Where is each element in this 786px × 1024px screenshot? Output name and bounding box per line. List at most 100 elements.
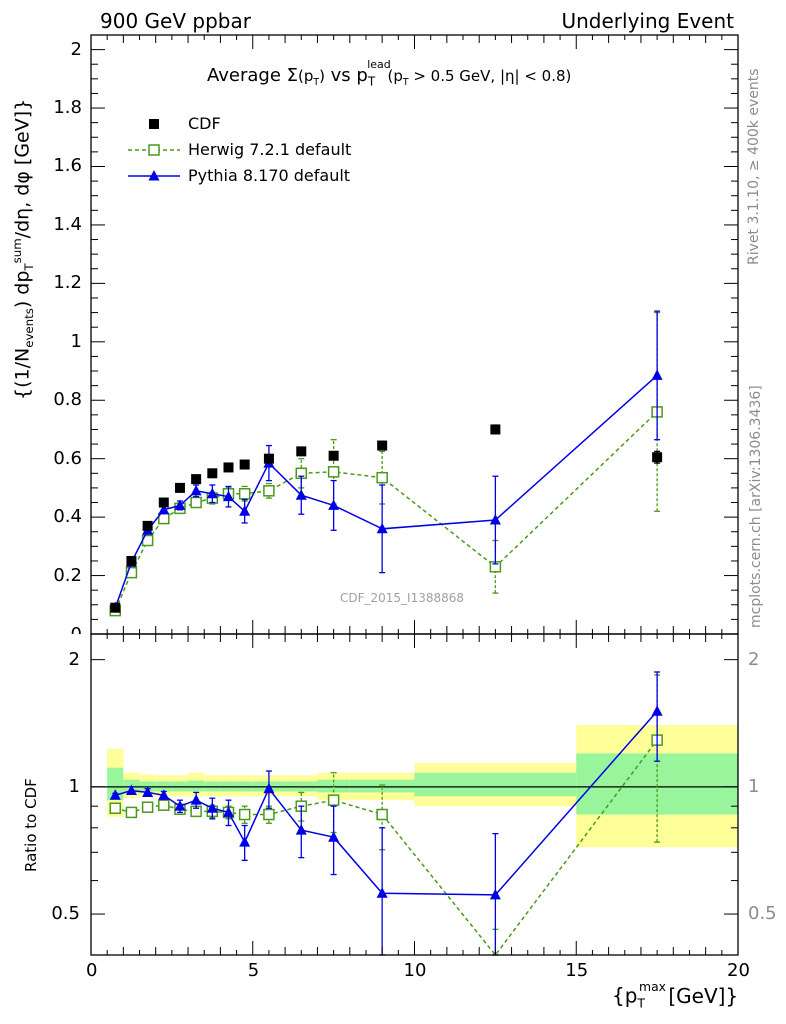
main-series-1-point xyxy=(327,466,340,478)
ratio-y-tick-label: 0.5 xyxy=(51,903,80,925)
x-tick-label: 20 xyxy=(727,960,750,981)
ratio-y-tick-label: 1 xyxy=(68,775,80,797)
ratio-bands-layer xyxy=(91,725,738,848)
main-series-0-point xyxy=(223,462,234,473)
ratio-band-inner xyxy=(107,767,124,801)
ratio-series-1-point xyxy=(376,887,388,898)
main-series-layer xyxy=(109,310,663,617)
ratio-series-1-point xyxy=(651,705,663,716)
legend-marker-herwig xyxy=(148,144,160,156)
ratio-series-0-point xyxy=(327,794,340,806)
main-series-1-point xyxy=(238,487,251,500)
x-tick-label: 15 xyxy=(565,960,589,981)
header-left-title: 900 GeV ppbar xyxy=(100,9,251,33)
main-y-tick-label: 1.4 xyxy=(53,213,82,235)
main-series-2-point xyxy=(651,369,663,380)
main-y-tick-label: 0.8 xyxy=(53,389,82,411)
main-series-0-point xyxy=(207,468,218,479)
legend-marker-pythia xyxy=(148,170,160,181)
main-y-tick-label: 2 xyxy=(70,38,82,60)
ratio-series-0-point xyxy=(125,806,138,819)
x-axis-label: {pTmax [GeV]} xyxy=(612,979,739,1011)
ratio-y-tick-label: 2 xyxy=(68,648,80,670)
ratio-series-1-point xyxy=(206,802,218,813)
ratio-series-1-point xyxy=(109,789,121,800)
main-series-1-point xyxy=(190,496,202,509)
analysis-watermark: CDF_2015_I1388868 xyxy=(340,591,465,605)
main-series-2-point xyxy=(295,489,307,500)
ratio-series-0-point xyxy=(376,808,388,821)
main-y-axis-label: {(1/Nevents) dpTsum/dη, dφ [GeV]} xyxy=(10,98,37,400)
main-series-0-point xyxy=(239,459,250,470)
main-y-tick-label: 0.6 xyxy=(53,447,82,469)
main-series-0-point xyxy=(174,482,185,493)
main-series-2-point xyxy=(174,499,186,510)
main-series-1-line xyxy=(114,411,658,611)
x-tick-label: 0 xyxy=(86,960,98,981)
ratio-series-1-point xyxy=(328,831,340,842)
ratio-series-1-point xyxy=(489,888,501,900)
main-series-2-point xyxy=(239,505,251,516)
ratio-series-1-point xyxy=(263,782,275,794)
main-series-0-point xyxy=(158,497,169,508)
main-y-tick-label: 0.4 xyxy=(53,506,82,528)
main-series-2-point xyxy=(158,503,170,515)
ratio-series-1-point xyxy=(174,800,186,811)
main-series-0-point xyxy=(296,446,307,457)
main-y-tick-label: 0.2 xyxy=(53,564,82,586)
ratio-series-1-point xyxy=(239,836,251,847)
ratio-series-0-point xyxy=(141,801,154,813)
main-series-2-point xyxy=(489,514,501,525)
plot-title: Average Σ(pT) vs pTlead (pT > 0.5 GeV, |… xyxy=(207,58,572,89)
legend-marker-cdf xyxy=(149,119,159,129)
main-series-2-point xyxy=(376,522,388,534)
ratio-y-tick-label-right: 0.5 xyxy=(748,903,777,925)
main-series-1-point xyxy=(376,471,388,484)
ratio-series-0-point xyxy=(238,808,251,821)
main-series-0-point xyxy=(126,555,137,566)
legend-label-cdf: CDF xyxy=(188,114,221,133)
ratio-panel-layer xyxy=(109,671,663,957)
main-series-0-point xyxy=(377,440,388,451)
x-tick-label: 10 xyxy=(403,960,427,981)
mcplots-reference: mcplots.cern.ch [arXiv:1306.3436] xyxy=(748,385,764,628)
ratio-series-1-point xyxy=(125,784,137,796)
rivet-version: Rivet 3.1.10, ≥ 400k events xyxy=(746,68,762,265)
main-series-1-point xyxy=(263,485,275,497)
ratio-band-inner xyxy=(414,772,577,797)
ratio-y-axis-label: Ratio to CDF xyxy=(22,778,40,872)
x-tick-label: 5 xyxy=(247,960,260,981)
ratio-series-1-point xyxy=(158,789,170,800)
ratio-series-1-point xyxy=(295,824,307,835)
legend-label-herwig: Herwig 7.2.1 default xyxy=(188,140,352,159)
ratio-series-0-point xyxy=(158,799,170,811)
ratio-band-inner xyxy=(349,779,415,793)
panel-frames xyxy=(90,34,739,956)
ratio-series-1-point xyxy=(142,786,154,797)
main-y-tick-label: 1 xyxy=(70,330,82,352)
main-series-1-point xyxy=(125,566,138,579)
main-series-0-point xyxy=(142,520,153,531)
main-y-tick-label: 0 xyxy=(71,624,82,634)
ratio-series-1-point xyxy=(222,806,234,817)
main-series-2-point xyxy=(222,490,234,502)
main-series-0-point xyxy=(263,453,274,464)
main-series-2-point xyxy=(206,487,218,499)
ratio-series-0-point xyxy=(263,808,275,821)
main-series-0-point xyxy=(652,452,663,463)
ratio-series-1-point xyxy=(190,794,202,805)
ratio-y-tick-label-right: 2 xyxy=(748,648,760,670)
ratio-series-0-point xyxy=(109,802,122,814)
header-right-title: Underlying Event xyxy=(561,9,734,33)
main-series-0-point xyxy=(191,474,202,485)
legend-label-pythia: Pythia 8.170 default xyxy=(188,166,351,185)
main-series-2-point xyxy=(190,484,202,496)
legend xyxy=(128,119,180,181)
main-y-tick-label: 1.6 xyxy=(53,155,82,177)
ratio-band-inner xyxy=(188,780,205,792)
ratio-y-tick-label-right: 1 xyxy=(748,775,760,797)
main-y-tick-label: 1.8 xyxy=(53,97,82,119)
main-y-tick-label: 1.2 xyxy=(53,272,82,294)
main-series-2-point xyxy=(328,499,340,510)
